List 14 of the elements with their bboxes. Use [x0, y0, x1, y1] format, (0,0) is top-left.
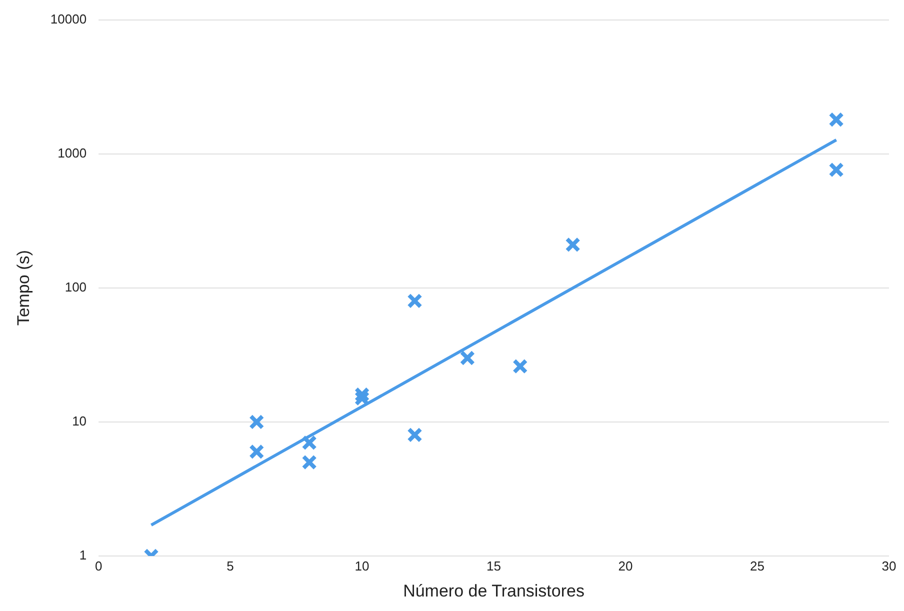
x-tick-label: 0	[94, 558, 102, 574]
x-tick-label: 20	[618, 558, 633, 574]
y-tick-label: 1000	[58, 145, 87, 160]
x-tick-label: 15	[486, 558, 502, 574]
y-tick-label: 100	[64, 279, 87, 294]
x-tick-label: 10	[354, 558, 370, 574]
x-axis-title: Número de Transistores	[403, 581, 584, 600]
x-tick-label: 25	[750, 558, 764, 574]
y-axis-title: Tempo (s)	[14, 250, 33, 326]
y-tick-label: 10	[72, 414, 87, 429]
x-tick-label: 30	[882, 558, 896, 574]
y-tick-label: 1	[79, 548, 87, 563]
x-tick-label: 5	[226, 558, 234, 574]
y-tick-label: 10000	[50, 11, 87, 26]
